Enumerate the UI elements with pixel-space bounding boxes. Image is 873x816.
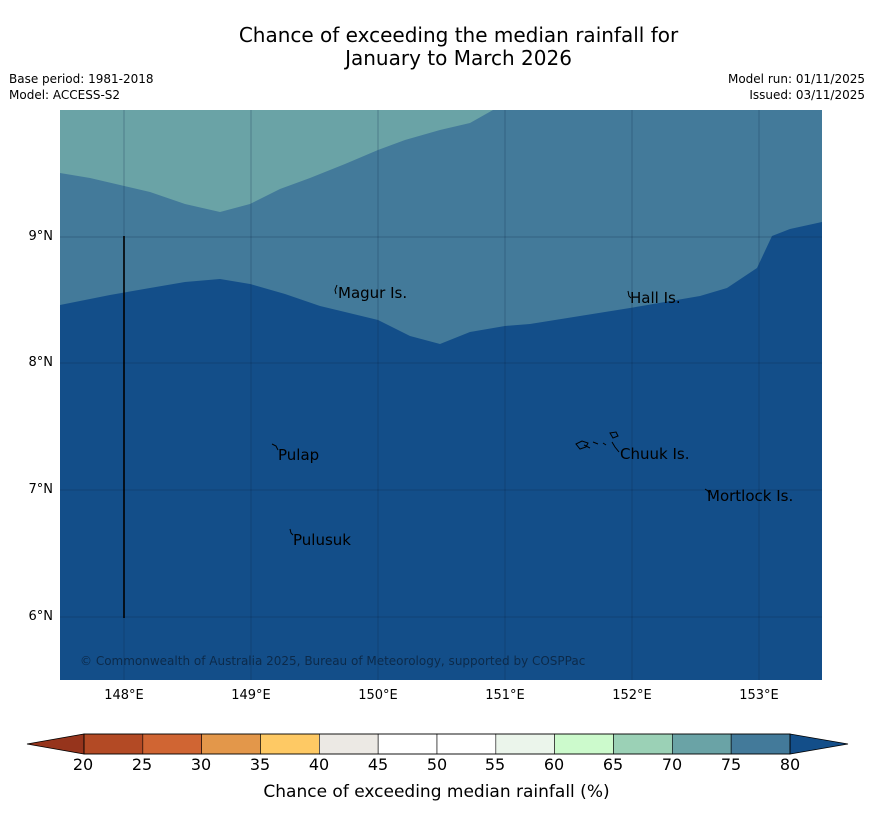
colorbar-high-extend xyxy=(789,733,849,755)
colorbar-tick-40: 40 xyxy=(308,755,330,774)
mortlock-island-shape xyxy=(704,488,711,496)
colorbar-cell-45-50 xyxy=(377,733,438,755)
label-chuuk-is: Chuuk Is. xyxy=(620,445,690,463)
label-pulap: Pulap xyxy=(278,446,320,464)
colorbar xyxy=(26,733,849,755)
model-run-text: Model run: 01/11/2025 xyxy=(727,72,865,86)
pulap-island-shape xyxy=(271,443,279,451)
colorbar-cell-30-35 xyxy=(201,733,261,755)
colorbar-tick-75: 75 xyxy=(720,755,742,774)
colorbar-cell-50-55 xyxy=(436,733,497,755)
lon-tick-148e: 148°E xyxy=(104,688,144,703)
colorbar-cell-35-40 xyxy=(260,733,320,755)
lon-tick-152e: 152°E xyxy=(612,688,652,703)
pulusuk-island-shape xyxy=(289,528,294,536)
lat-tick-7n: 7°N xyxy=(28,482,54,497)
lon-tick-153e: 153°E xyxy=(739,688,779,703)
magur-island-shape xyxy=(334,284,338,295)
zone-70-75 xyxy=(60,110,493,212)
colorbar-cell-70-75 xyxy=(672,733,732,755)
issued-text: Issued: 03/11/2025 xyxy=(749,88,865,102)
colorbar-cell-75-80 xyxy=(730,733,791,755)
label-mortlock-is: Mortlock Is. xyxy=(707,487,794,505)
colorbar-tick-20: 20 xyxy=(72,755,94,774)
hall-island-shape xyxy=(627,290,632,299)
lon-tick-151e: 151°E xyxy=(485,688,525,703)
colorbar-tick-30: 30 xyxy=(190,755,212,774)
model-text: Model: ACCESS-S2 xyxy=(9,88,121,102)
colorbar-tick-55: 55 xyxy=(484,755,506,774)
lon-tick-149e: 149°E xyxy=(231,688,271,703)
colorbar-cell-25-30 xyxy=(142,733,202,755)
lat-tick-9n: 9°N xyxy=(28,229,54,244)
chart-title-line-2: January to March 2026 xyxy=(345,46,572,70)
lat-tick-6n: 6°N xyxy=(28,609,54,624)
colorbar-cells xyxy=(83,733,791,755)
colorbar-title: Chance of exceeding median rainfall (%) xyxy=(263,782,610,802)
colorbar-tick-45: 45 xyxy=(367,755,389,774)
colorbar-low-extend xyxy=(26,733,85,755)
colorbar-tick-70: 70 xyxy=(661,755,683,774)
colorbar-tick-25: 25 xyxy=(131,755,153,774)
base-period-text: Base period: 1981-2018 xyxy=(9,72,154,86)
colorbar-cell-60-65 xyxy=(554,733,614,755)
meta-left: Base period: 1981-2018 Model: ACCESS-S2 xyxy=(9,71,154,103)
lon-tick-150e: 150°E xyxy=(358,688,398,703)
lat-tick-8n: 8°N xyxy=(28,355,54,370)
colorbar-cell-55-60 xyxy=(495,733,555,755)
meta-right: Model run: 01/11/2025 Issued: 03/11/2025 xyxy=(728,71,865,103)
copyright-text: © Commonwealth of Australia 2025, Bureau… xyxy=(80,654,586,668)
chuuk-island-shapes xyxy=(575,431,620,453)
colorbar-frame xyxy=(83,733,791,755)
label-magur-is: Magur Is. xyxy=(338,284,408,302)
colorbar-tick-50: 50 xyxy=(426,755,448,774)
colorbar-tick-80: 80 xyxy=(779,755,801,774)
colorbar-cell-40-45 xyxy=(319,733,379,755)
colorbar-tick-60: 60 xyxy=(543,755,565,774)
label-pulusuk: Pulusuk xyxy=(293,531,351,549)
colorbar-tick-35: 35 xyxy=(249,755,271,774)
colorbar-cell-65-70 xyxy=(613,733,673,755)
islands xyxy=(271,284,711,536)
colorbar-tick-65: 65 xyxy=(602,755,624,774)
chart-title-line-1: Chance of exceeding the median rainfall … xyxy=(238,23,679,47)
label-hall-is: Hall Is. xyxy=(630,289,681,307)
colorbar-cell-20-25 xyxy=(83,733,144,755)
